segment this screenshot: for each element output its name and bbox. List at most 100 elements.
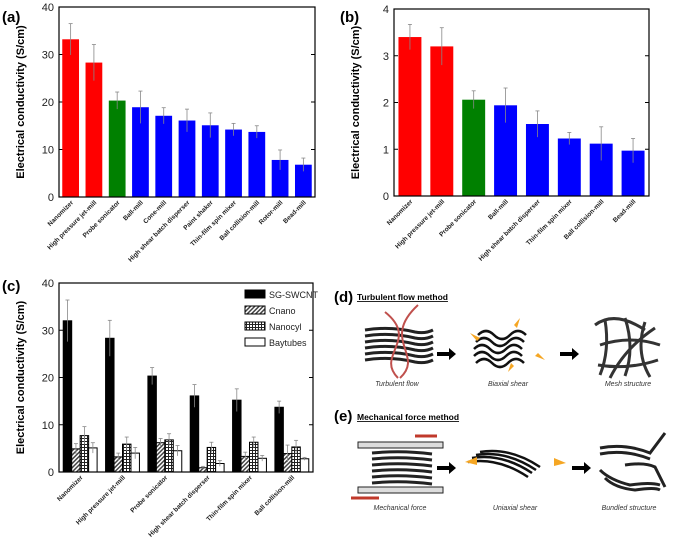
biaxial-shear-icon [473, 329, 527, 369]
arrow-right-icon [560, 348, 579, 360]
y-axis-label: Electrical conductivity (S/cm) [15, 300, 27, 454]
bar [62, 39, 80, 197]
bar [557, 138, 581, 196]
x-tick-label: Nanomizer [386, 198, 415, 227]
plot-frame [393, 8, 650, 197]
panel-label: (b) [340, 9, 359, 26]
bar [621, 150, 645, 196]
y-tick-label: 20 [42, 373, 54, 385]
arrow-right-icon [437, 462, 456, 474]
bar [85, 62, 103, 198]
y-tick-label: 0 [383, 191, 389, 203]
caption: Turbulent flow [375, 381, 419, 388]
y-tick-label: 40 [42, 278, 54, 290]
bar [274, 406, 284, 473]
mesh-structure-icon [594, 317, 661, 379]
panel-label: (c) [2, 278, 20, 295]
y-axis-label: Electrical conductivity (S/cm) [350, 25, 362, 179]
bar [525, 124, 549, 196]
caption: Uniaxial shear [493, 505, 538, 512]
bar [62, 320, 73, 473]
legend-label: Baytubes [269, 338, 307, 348]
schematic-d-title: Turbulent flow method [357, 292, 448, 302]
panel-label: (a) [2, 9, 20, 26]
y-axis-label: Electrical conductivity (S/cm) [15, 25, 27, 179]
chart-a: (a)Electrical conductivity (S/cm) 0 10 20 30… [2, 2, 316, 264]
x-tick-label: Nanomizer [56, 474, 85, 503]
bar [271, 159, 289, 197]
legend-swatch [244, 289, 266, 299]
schematic-e: (e) Mechanical force method Mechanical f… [334, 408, 667, 512]
y-tick-label: 0 [48, 192, 54, 204]
arrow-right-icon [437, 348, 456, 360]
y-tick-label: 0 [48, 467, 54, 479]
bar [189, 395, 200, 473]
bar [155, 115, 173, 197]
bar [178, 120, 196, 197]
x-tick-label: Thin-film spin mixer [205, 474, 254, 523]
x-tick-label: High shear batch disperser [478, 198, 543, 263]
bar [398, 37, 422, 196]
bar [132, 107, 149, 197]
bar [147, 375, 157, 473]
bar [299, 458, 310, 473]
x-tick-label: Ball collision-mill [253, 474, 296, 517]
legend-label: Nanocyl [269, 322, 302, 332]
legend-swatch [244, 305, 266, 315]
bar [294, 164, 312, 197]
legend-label: Cnano [269, 306, 296, 316]
x-tick-label: Ball-mill [487, 198, 510, 221]
caption: Mesh structure [605, 381, 651, 388]
bar [155, 442, 166, 473]
y-tick-label: 30 [42, 325, 54, 337]
y-tick-label: 10 [42, 145, 54, 157]
bar [494, 105, 518, 196]
plot-frame [58, 6, 316, 198]
caption: Mechanical force [374, 505, 427, 512]
bundled-structure-icon [598, 432, 667, 492]
tube-bundle-icon [364, 326, 434, 365]
x-tick-label: Probe sonicator [129, 474, 169, 514]
chart-b: (b)Electrical conductivity (S/cm) 0 1 2 3 4 Na… [340, 4, 650, 263]
y-tick-label: 30 [42, 50, 54, 62]
y-tick-label: 10 [42, 420, 54, 432]
schematic-d: (d) Turbulent flow method Turbulent flow… [334, 289, 661, 388]
bar [430, 46, 454, 197]
x-tick-label: Ball collision-mill [218, 199, 261, 242]
legend-label: SG-SWCNT [269, 290, 318, 300]
y-tick-label: 20 [42, 97, 54, 109]
tube-bundle-icon [371, 450, 433, 486]
arrow-right-icon [572, 462, 591, 474]
plot-frame [58, 282, 314, 473]
y-tick-label: 2 [383, 98, 389, 110]
y-tick-label: 3 [383, 51, 389, 63]
panel-label-e: (e) [334, 408, 352, 425]
x-tick-label: Ball-mill [122, 199, 145, 222]
x-tick-label: High pressure jet-mill [75, 474, 127, 526]
x-tick-label: Bead-mill [612, 198, 638, 224]
x-tick-label: Bead-mill [282, 199, 308, 225]
bar [462, 99, 486, 196]
x-tick-label: Rotor-mill [258, 199, 285, 226]
bar [225, 129, 242, 197]
shear-arrow-icon [470, 318, 545, 372]
bar [589, 143, 613, 196]
legend-swatch [244, 321, 266, 331]
bar [108, 100, 126, 197]
y-tick-label: 40 [42, 2, 54, 14]
y-tick-label: 4 [383, 4, 389, 16]
panel-label-d: (d) [334, 289, 353, 306]
chart-c: (c) Electrical conductivity (S/cm) 0 10 20 30… [2, 278, 318, 539]
bar [105, 337, 115, 473]
plate-top [357, 441, 444, 449]
plate-bottom [357, 486, 444, 494]
bar [248, 131, 266, 197]
shear-arrow-icon [554, 458, 566, 466]
turbulent-flow-arrow-icon [384, 304, 419, 379]
caption: Biaxial shear [488, 381, 529, 388]
uniaxial-shear-icon [467, 449, 541, 479]
y-tick-label: 1 [383, 144, 389, 156]
schematic-e-title: Mechanical force method [357, 412, 459, 422]
